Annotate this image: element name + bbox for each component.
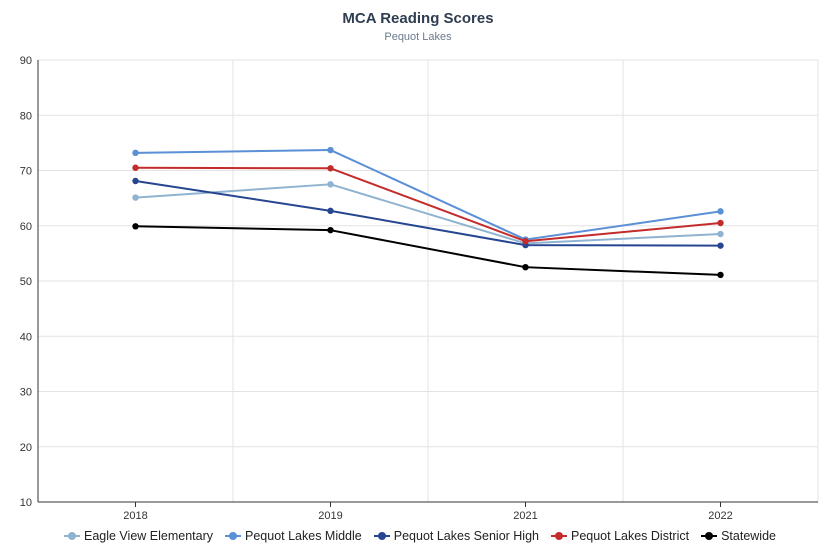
legend-item[interactable]: Pequot Lakes Middle (225, 529, 362, 543)
data-point[interactable] (327, 181, 334, 188)
y-tick-label: 70 (20, 166, 32, 178)
legend-label: Eagle View Elementary (83, 529, 213, 543)
legend-marker-icon (63, 531, 80, 541)
axes: 10 20 30 40 50 60 70 80 90 2018 2019 2021 2022 (20, 55, 818, 522)
data-point[interactable] (327, 207, 334, 215)
legend-label: Statewide (721, 529, 776, 543)
series-line (135, 225, 721, 276)
data-point[interactable] (327, 146, 334, 154)
data-point[interactable] (717, 208, 724, 215)
y-tick-label: 60 (20, 221, 32, 233)
data-point[interactable] (717, 271, 724, 279)
series-2 (132, 177, 724, 249)
y-tick-label: 50 (20, 276, 32, 288)
data-point[interactable] (132, 194, 139, 201)
legend-marker-icon (373, 531, 390, 541)
legend-marker-icon (550, 531, 567, 541)
legend-label: Pequot Lakes Middle (245, 529, 362, 543)
series-line (135, 166, 721, 243)
series-line (135, 180, 721, 247)
series-3 (132, 164, 724, 245)
data-point[interactable] (132, 177, 139, 185)
data-point[interactable] (717, 230, 724, 238)
series-line (135, 149, 721, 241)
x-tick-label: 2022 (708, 510, 732, 522)
chart-subtitle: Pequot Lakes (384, 31, 452, 43)
legend-item[interactable]: Statewide (701, 529, 776, 543)
data-point[interactable] (522, 238, 529, 245)
x-tick-label: 2019 (318, 510, 342, 522)
legend-label: Pequot Lakes District (570, 529, 690, 543)
series-4 (132, 223, 724, 279)
data-point[interactable] (717, 242, 724, 249)
data-point[interactable] (717, 219, 724, 227)
y-tick-label: 90 (20, 55, 32, 67)
legend-marker-icon (225, 531, 241, 541)
series-line (135, 183, 721, 245)
y-tick-label: 10 (20, 497, 32, 509)
grid (38, 59, 819, 502)
y-tick-label: 80 (20, 110, 32, 122)
series-layer (132, 146, 724, 279)
legend: Eagle View Elementary Pequot Lakes Middle… (0, 529, 840, 543)
legend-item[interactable]: Pequot Lakes Senior High (373, 529, 539, 543)
line-chart: MCA Reading Scores Pequot Lakes 10 20 30 40… (20, 10, 819, 522)
data-point[interactable] (132, 149, 139, 157)
legend-item[interactable]: Eagle View Elementary (63, 529, 213, 543)
legend-item[interactable]: Pequot Lakes District (550, 529, 690, 543)
data-point[interactable] (327, 165, 334, 172)
chart-title: MCA Reading Scores (342, 10, 493, 27)
data-point[interactable] (327, 226, 334, 234)
y-tick-label: 30 (20, 387, 32, 399)
data-point[interactable] (522, 263, 529, 271)
data-point[interactable] (132, 223, 139, 230)
legend-marker-icon (701, 531, 718, 541)
x-tick-label: 2018 (123, 510, 147, 522)
y-tick-label: 20 (20, 442, 32, 454)
x-tick-label: 2021 (513, 510, 537, 522)
y-tick-label: 40 (20, 331, 32, 343)
data-point[interactable] (132, 164, 139, 171)
legend-label: Pequot Lakes Senior High (393, 529, 539, 543)
